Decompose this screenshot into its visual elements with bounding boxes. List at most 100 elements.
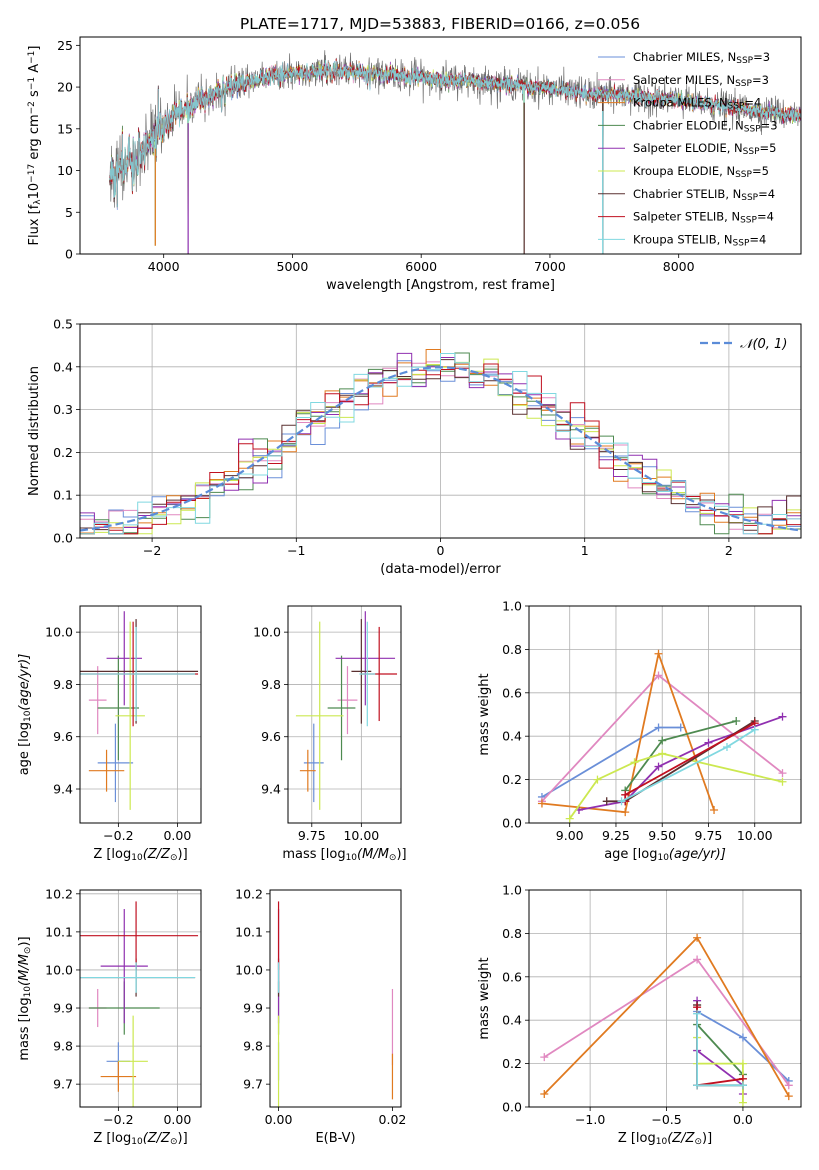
label-part: =3 [752,73,769,87]
x-tick-label: 0.00 [265,1112,293,1127]
label-part: )] [702,1131,712,1146]
label-part: ⊙ [694,1137,702,1147]
label-part: 10 [131,853,143,863]
x-tick-label: 7000 [534,259,566,274]
x-tick-label: −0.2 [103,828,133,843]
legend-entry: Salpeter ELODIE, NSSP=5 [633,141,776,157]
weight-marker [676,723,685,732]
histogram-8 [80,353,801,538]
y-tick-label: 0.0 [53,531,73,546]
x-tick-label: 10.00 [343,828,379,843]
label-part: −1 [27,77,37,90]
weight-marker [630,758,639,767]
y-tick-label: 0.5 [53,317,73,332]
label-part: =4 [744,96,761,110]
y-axis-label: mass weight [477,673,492,755]
y-tick-label: 0.1 [53,488,73,503]
y-tick-label: 9.4 [261,782,281,797]
y-tick-label: 9.9 [53,1001,73,1016]
label-part: =4 [757,210,774,224]
weight-marker [704,738,713,747]
axes-frame [79,889,202,1108]
y-axis-label: mass [log10(M/M⊙)] [17,936,33,1060]
x-axis-label: E(B-V) [315,1131,355,1146]
x-tick-label: 2 [725,543,733,558]
y-axis-label: mass weight [477,957,492,1039]
y-tick-label: 0.2 [53,445,73,460]
weight-marker [710,805,719,814]
x-axis-label: (data-model)/error [380,562,501,577]
y-tick-label: 9.8 [261,677,281,692]
label-part: ⊙ [389,853,397,863]
label-part: 10 [656,1137,668,1147]
y-tick-label: 5 [65,205,73,220]
label-part: mass [log [17,997,32,1060]
weight-marker [778,777,787,786]
label-part: 10 [27,183,42,200]
axes-frame [269,889,402,1108]
label-part: erg cm [27,114,42,163]
label-part: Z [log [618,1131,656,1146]
y-tick-label: 9.7 [53,1077,73,1092]
weight-marker [537,799,546,808]
weight-marker [693,1081,702,1090]
weight-marker [750,725,759,734]
weight-marker [540,1089,549,1098]
x-tick-label: 5000 [277,259,309,274]
weight-marker [658,749,667,758]
y-tick-label: 0.4 [53,359,73,374]
label-part: =4 [749,232,766,246]
label-part: ] [27,46,42,51]
weight-marker [602,797,611,806]
x-tick-label: 4000 [148,259,180,274]
y-tick-label: 20 [57,80,73,95]
weight-marker [732,717,741,726]
label-part: (M/M [357,847,389,862]
label-part: Kroupa STELIB, N [633,232,733,246]
plot-area-Z-mass [80,901,199,1107]
label-part: SSP [735,79,752,89]
label-part: =5 [752,164,769,178]
y-tick-label: 9.4 [53,782,73,797]
legend-entry: 𝒩(0, 1) [740,337,787,352]
label-part: λ [33,199,43,205]
plot-area-residuals [80,349,801,538]
y-tick-label: 10.1 [235,924,263,939]
label-part: Chabrier ELODIE, N [633,118,744,132]
weight-marker [593,775,602,784]
y-tick-label: 10.0 [45,625,73,640]
label-part: Kroupa MILES, N [633,96,728,110]
label-part: Flux [f [27,204,42,245]
plot-area-spectrum [109,50,801,254]
y-tick-label: 1.0 [502,599,522,614]
y-axis-label: age [log10(age/yr)] [17,654,33,776]
weight-marker [654,671,663,680]
label-part: s [27,90,42,101]
legend-entry: Salpeter MILES, NSSP=3 [633,73,769,89]
x-tick-label: 9.75 [298,828,326,843]
histogram-7 [80,363,801,538]
weight-marker [693,955,702,964]
y-tick-label: 10.2 [235,886,263,901]
y-tick-label: 9.9 [243,1001,263,1016]
x-tick-label: 0.02 [379,1112,407,1127]
y-tick-label: 0.3 [53,402,73,417]
legend-entry: Kroupa MILES, NSSP=4 [633,96,761,112]
label-part: 10 [131,1137,143,1147]
label-part: Normed distribution [27,366,42,496]
label-part: 10 [657,853,669,863]
model-spectrum-8 [109,59,801,254]
gaussian-curve [80,366,801,532]
y-axis-label: Normed distribution [27,366,42,496]
label-part: Kroupa ELODIE, N [633,164,735,178]
label-part: −17 [27,164,37,183]
label-part: =4 [758,187,775,201]
plot-area-Z-age [80,611,199,810]
panel-ebv-mass: 0.00 0.02 9.7 9.8 9.9 10.0 10.1 10.2 E(B-V) [235,886,406,1146]
y-tick-label: 10.1 [45,924,73,939]
label-part: Chabrier STELIB, N [633,187,741,201]
x-tick-label: −0.5 [651,1112,681,1127]
y-tick-label: 9.6 [261,729,281,744]
label-part: 10 [23,710,33,722]
